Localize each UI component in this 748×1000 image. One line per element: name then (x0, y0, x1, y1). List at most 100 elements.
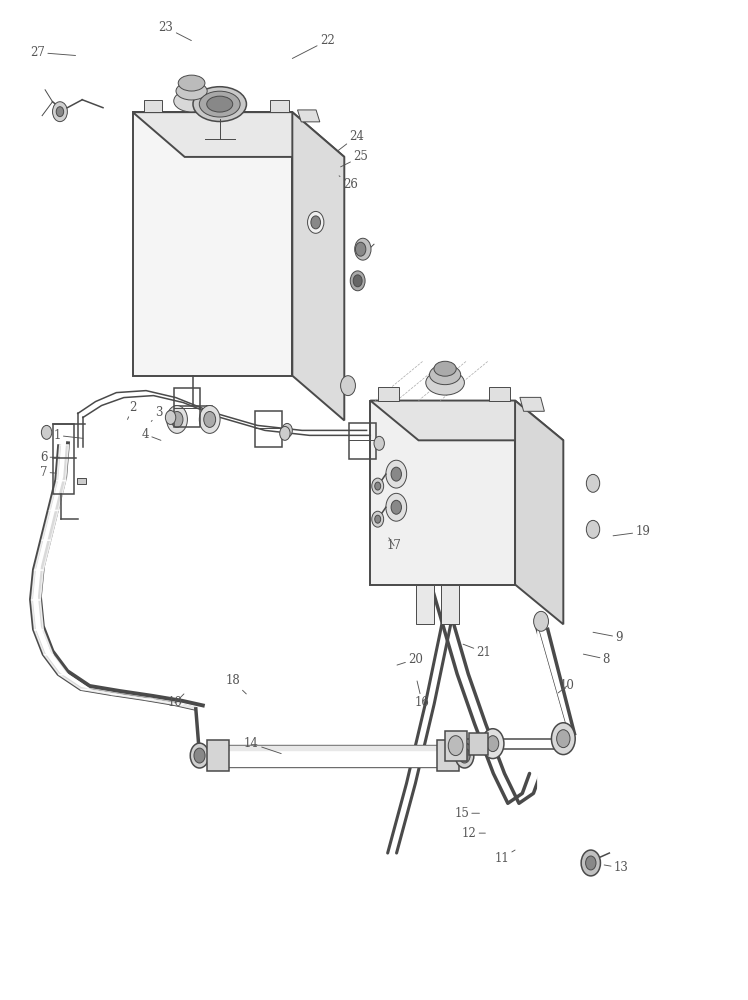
Bar (207, 740, 229, 771)
Text: 5: 5 (203, 405, 213, 420)
Bar (174, 388, 200, 427)
Polygon shape (370, 401, 515, 585)
Text: 10: 10 (558, 679, 574, 693)
Circle shape (391, 500, 402, 514)
Polygon shape (132, 112, 344, 157)
Ellipse shape (176, 82, 207, 100)
Circle shape (551, 723, 575, 755)
Circle shape (282, 423, 292, 437)
Circle shape (375, 482, 381, 490)
Text: 18: 18 (226, 674, 246, 694)
Circle shape (372, 511, 384, 527)
Ellipse shape (426, 370, 465, 395)
Circle shape (340, 376, 355, 396)
Circle shape (165, 410, 176, 424)
Text: 15: 15 (454, 807, 479, 820)
Ellipse shape (174, 90, 209, 112)
Circle shape (581, 850, 601, 876)
Bar (444, 731, 467, 761)
Circle shape (280, 426, 290, 440)
Bar (255, 411, 282, 447)
Ellipse shape (429, 365, 461, 385)
Text: 3: 3 (151, 406, 162, 421)
Ellipse shape (434, 361, 456, 376)
Text: 9: 9 (593, 631, 623, 644)
Circle shape (448, 736, 463, 756)
Ellipse shape (194, 748, 205, 763)
Ellipse shape (206, 96, 233, 112)
Text: 13: 13 (604, 861, 628, 874)
Bar (437, 740, 459, 771)
Circle shape (167, 406, 188, 433)
Circle shape (355, 242, 366, 256)
Circle shape (557, 730, 570, 748)
Text: 14: 14 (244, 737, 281, 754)
Circle shape (56, 107, 64, 117)
Circle shape (372, 478, 384, 494)
Polygon shape (489, 387, 510, 401)
Text: 11: 11 (494, 850, 515, 864)
Text: 8: 8 (583, 653, 610, 666)
Circle shape (199, 406, 220, 433)
Circle shape (391, 467, 402, 481)
Polygon shape (520, 397, 545, 411)
Ellipse shape (311, 216, 321, 229)
Bar (77, 478, 86, 484)
Bar (53, 424, 74, 494)
Circle shape (171, 411, 183, 427)
Polygon shape (144, 100, 162, 112)
Text: 25: 25 (340, 150, 368, 167)
Text: 21: 21 (463, 644, 491, 659)
Text: 26: 26 (339, 176, 358, 191)
Text: 2: 2 (127, 401, 136, 419)
Circle shape (353, 275, 362, 287)
Text: 4: 4 (141, 428, 161, 441)
Ellipse shape (178, 75, 205, 91)
Ellipse shape (199, 91, 240, 117)
Bar (417, 585, 434, 624)
Circle shape (586, 856, 596, 870)
Text: 20: 20 (397, 653, 423, 666)
Ellipse shape (190, 743, 209, 768)
Text: 1: 1 (53, 429, 83, 442)
Text: 17: 17 (387, 538, 402, 552)
Bar (349, 423, 376, 459)
Text: 23: 23 (159, 21, 191, 41)
Circle shape (374, 436, 384, 450)
Circle shape (41, 425, 52, 439)
Polygon shape (132, 112, 292, 376)
Circle shape (375, 515, 381, 523)
Text: 12: 12 (462, 827, 485, 840)
Circle shape (386, 493, 407, 521)
Circle shape (52, 102, 67, 122)
Circle shape (586, 520, 600, 538)
Text: 7: 7 (40, 466, 56, 479)
Circle shape (533, 611, 548, 631)
Circle shape (350, 271, 365, 291)
Circle shape (482, 729, 504, 759)
Text: 16: 16 (415, 681, 429, 709)
Polygon shape (515, 401, 563, 624)
Circle shape (203, 411, 215, 427)
Circle shape (487, 736, 499, 752)
Polygon shape (270, 100, 289, 112)
Circle shape (386, 460, 407, 488)
Polygon shape (378, 387, 399, 401)
Ellipse shape (459, 748, 470, 763)
Text: 27: 27 (30, 46, 76, 59)
Bar (441, 585, 459, 624)
Polygon shape (292, 112, 344, 420)
Text: 24: 24 (337, 130, 364, 151)
Text: 22: 22 (292, 34, 334, 58)
Text: 19: 19 (613, 525, 650, 538)
Ellipse shape (193, 87, 246, 122)
Ellipse shape (307, 211, 324, 233)
Text: 10: 10 (168, 694, 184, 709)
Circle shape (355, 238, 371, 260)
Circle shape (586, 474, 600, 492)
Ellipse shape (456, 743, 474, 768)
Bar (469, 733, 488, 755)
Polygon shape (370, 401, 563, 440)
Text: 6: 6 (40, 451, 59, 464)
Polygon shape (298, 110, 320, 122)
